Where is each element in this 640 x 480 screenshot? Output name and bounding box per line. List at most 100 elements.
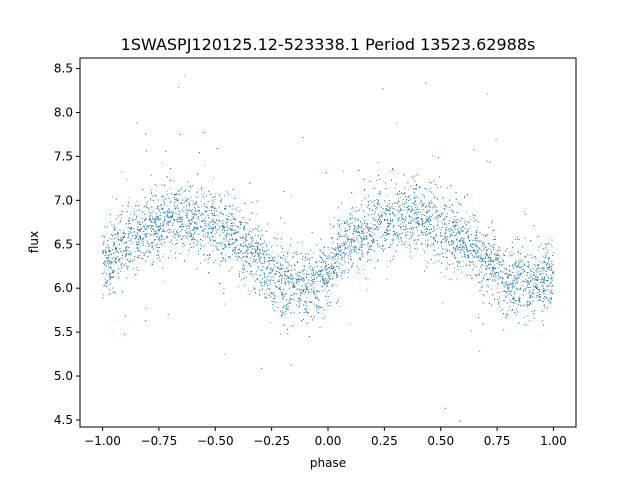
data-point	[274, 266, 276, 268]
data-point	[550, 268, 552, 269]
data-point	[207, 242, 209, 244]
data-point	[280, 273, 282, 275]
data-point	[348, 225, 350, 227]
data-point	[344, 254, 346, 256]
data-point	[192, 220, 194, 222]
data-point	[186, 200, 188, 202]
scatter-points	[102, 75, 554, 422]
data-point	[504, 269, 506, 270]
data-point	[508, 252, 510, 254]
data-point	[329, 257, 331, 259]
data-point	[339, 219, 341, 221]
data-point	[326, 300, 327, 302]
data-point	[349, 218, 351, 220]
data-point	[242, 265, 244, 267]
data-point	[238, 270, 240, 272]
data-point	[414, 197, 416, 199]
data-point	[317, 275, 319, 277]
data-point	[387, 231, 389, 233]
data-point	[144, 206, 146, 207]
data-point	[285, 308, 287, 310]
data-point	[287, 303, 289, 305]
data-point	[379, 221, 381, 222]
data-point	[262, 249, 264, 251]
data-point	[357, 230, 359, 232]
data-point	[190, 230, 192, 232]
data-point	[118, 223, 120, 225]
data-point	[293, 255, 295, 257]
data-point	[257, 247, 259, 249]
data-point	[313, 252, 315, 254]
data-point	[497, 284, 499, 286]
data-point	[403, 219, 405, 220]
data-point	[342, 270, 344, 271]
data-point	[537, 271, 539, 273]
data-point	[238, 286, 240, 288]
data-point	[374, 233, 376, 235]
data-point	[543, 307, 545, 309]
data-point	[518, 260, 520, 262]
data-point	[188, 202, 190, 204]
data-point	[112, 196, 114, 198]
data-point	[369, 228, 371, 230]
data-point	[182, 238, 184, 240]
data-point	[256, 273, 258, 275]
data-point	[425, 218, 427, 220]
data-point	[104, 284, 105, 286]
data-point	[463, 217, 465, 219]
data-point	[546, 274, 548, 276]
data-point	[143, 225, 145, 227]
data-point	[225, 354, 227, 356]
data-point	[269, 322, 271, 324]
data-point	[449, 278, 451, 280]
data-point	[228, 212, 230, 214]
data-point	[150, 212, 152, 214]
data-point	[301, 240, 303, 242]
data-point	[291, 275, 293, 277]
data-point	[336, 252, 338, 253]
data-point	[442, 212, 444, 214]
data-point	[466, 254, 468, 256]
data-point	[205, 237, 207, 238]
data-point	[453, 231, 455, 233]
data-point	[500, 277, 502, 279]
data-point	[472, 214, 474, 216]
data-point	[402, 198, 404, 200]
data-point	[544, 282, 546, 284]
data-point	[401, 243, 403, 245]
data-point	[440, 241, 442, 243]
data-point	[234, 250, 236, 252]
data-point	[128, 223, 129, 225]
data-point	[445, 252, 447, 254]
data-point	[102, 252, 104, 254]
data-point	[251, 231, 253, 233]
data-point	[224, 303, 226, 305]
data-point	[386, 231, 387, 233]
data-point	[529, 290, 531, 292]
data-point	[324, 284, 325, 285]
data-point	[501, 264, 503, 266]
data-point	[466, 251, 468, 253]
data-point	[289, 298, 291, 300]
data-point	[239, 209, 241, 211]
data-point	[140, 252, 142, 253]
data-point	[340, 258, 342, 260]
data-point	[152, 228, 154, 230]
data-point	[131, 219, 133, 221]
data-point	[326, 272, 328, 274]
data-point	[386, 206, 388, 208]
data-point	[319, 307, 321, 308]
data-point	[370, 248, 372, 250]
data-point	[228, 194, 230, 195]
data-point	[173, 220, 175, 222]
data-point	[264, 277, 266, 279]
data-point	[372, 232, 374, 234]
data-point	[523, 255, 525, 257]
data-point	[407, 221, 409, 223]
data-point	[552, 279, 553, 281]
data-point	[414, 200, 416, 202]
data-point	[303, 273, 305, 275]
data-point	[392, 242, 394, 244]
data-point	[481, 243, 483, 245]
data-point	[298, 305, 300, 307]
